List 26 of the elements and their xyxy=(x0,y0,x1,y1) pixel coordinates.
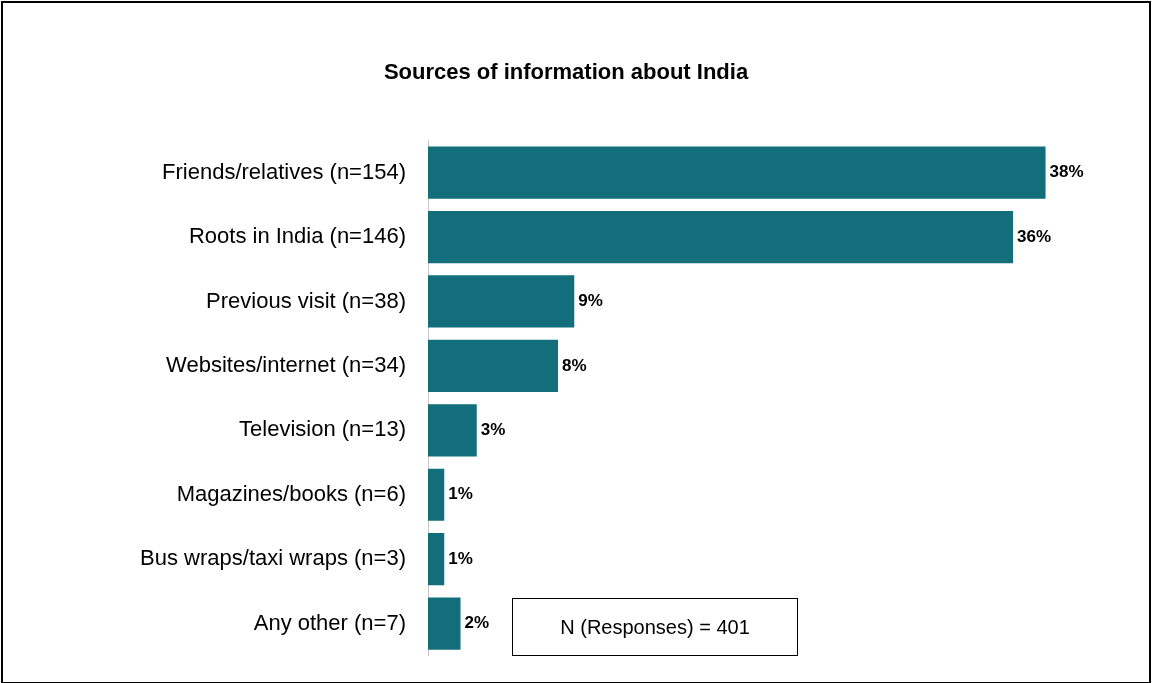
bar xyxy=(428,597,461,650)
y-tick-label: Magazines/books (n=6) xyxy=(176,480,406,506)
data-label: 1% xyxy=(448,548,473,568)
bar xyxy=(428,468,445,521)
note-box: N (Responses) = 401 xyxy=(512,598,798,656)
bar xyxy=(428,146,1046,199)
data-label: 1% xyxy=(448,484,473,504)
data-label: 38% xyxy=(1049,162,1084,182)
y-tick-label: Websites/internet (n=34) xyxy=(166,351,406,377)
bar xyxy=(428,533,445,586)
y-tick-label: Previous visit (n=38) xyxy=(206,287,406,313)
y-tick-label: Roots in India (n=146) xyxy=(188,223,406,249)
y-tick-label: Any other (n=7) xyxy=(253,609,406,635)
bar xyxy=(428,210,1014,264)
y-tick-label: Friends/relatives (n=154) xyxy=(162,158,406,184)
y-tick-label: Television (n=13) xyxy=(239,416,406,442)
chart-title: Sources of information about India xyxy=(383,59,749,85)
data-label: 9% xyxy=(578,291,603,311)
bar xyxy=(428,404,477,457)
data-label: 36% xyxy=(1017,226,1052,246)
bar xyxy=(428,339,559,392)
data-label: 2% xyxy=(464,613,490,633)
data-label: 8% xyxy=(562,355,587,375)
data-label: 3% xyxy=(480,420,506,439)
bar xyxy=(428,275,575,328)
y-tick-label: Bus wraps/taxi wraps (n=3) xyxy=(140,545,406,571)
